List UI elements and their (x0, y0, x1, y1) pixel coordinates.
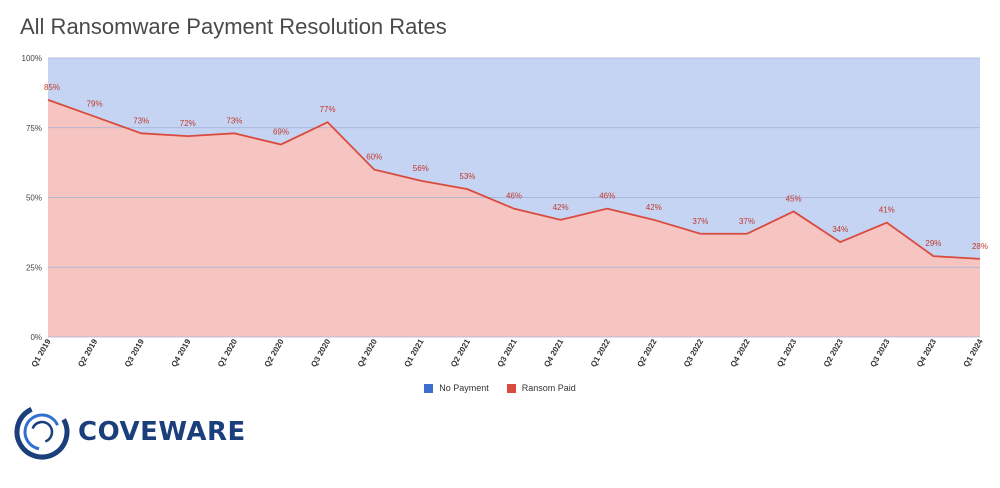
x-tick-label: Q3 2020 (309, 337, 332, 369)
gridlines (48, 57, 980, 338)
x-tick-label: Q4 2021 (542, 337, 565, 369)
data-label: 69% (273, 127, 289, 136)
legend-item-no-payment: No Payment (424, 383, 489, 393)
x-tick-label: Q4 2023 (915, 337, 938, 369)
x-tick-label: Q3 2023 (868, 337, 891, 369)
x-tick-label: Q2 2019 (76, 337, 99, 369)
data-label: 46% (506, 192, 522, 201)
data-label: 45% (786, 194, 802, 203)
coveware-ring-icon (14, 404, 70, 460)
data-label: 53% (459, 172, 475, 181)
data-label: 73% (226, 116, 242, 125)
y-tick-label: 100% (22, 54, 42, 63)
legend: No Payment Ransom Paid (0, 383, 1000, 393)
data-label: 56% (413, 164, 429, 173)
y-tick-label: 0% (30, 333, 42, 342)
area-chart: 85% 79% 73% 72% 73% 69% 77% 60% 56% 53% 46% 42% 46% 4… (22, 54, 988, 369)
legend-label-ransom-paid: Ransom Paid (521, 383, 576, 393)
x-tick-label: Q4 2019 (169, 337, 192, 369)
data-label: 42% (646, 203, 662, 212)
x-tick-label: Q2 2023 (822, 337, 845, 369)
x-tick-label: Q4 2020 (356, 337, 379, 369)
x-tick-label: Q2 2020 (263, 337, 286, 369)
x-tick-label: Q1 2024 (962, 337, 985, 369)
legend-swatch-no-payment (424, 383, 434, 393)
legend-item-ransom-paid: Ransom Paid (506, 383, 576, 393)
data-label: 73% (133, 116, 149, 125)
y-tick-label: 50% (26, 194, 42, 203)
chart-title: All Ransomware Payment Resolution Rates (20, 14, 447, 39)
x-tick-label: Q1 2021 (402, 337, 425, 369)
data-label: 34% (832, 225, 848, 234)
data-label: 46% (599, 192, 615, 201)
x-tick-label: Q3 2019 (123, 337, 146, 369)
data-label: 41% (879, 206, 895, 215)
x-tick-label: Q3 2021 (496, 337, 519, 369)
data-label: 72% (180, 119, 196, 128)
x-tick-label: Q1 2020 (216, 337, 239, 369)
ransom-paid-line (47, 99, 981, 260)
data-label: 37% (692, 217, 708, 226)
legend-label-no-payment: No Payment (439, 383, 489, 393)
y-tick-label: 75% (26, 124, 42, 133)
coveware-logo: COVEWARE (14, 404, 246, 460)
y-axis-ticks: 0% 25% 50% 75% 100% (22, 54, 42, 342)
x-axis-ticks: Q1 2019 Q2 2019 Q3 2019 Q4 2019 Q1 2020 Q2 20… (30, 337, 985, 369)
y-tick-label: 25% (26, 263, 42, 272)
data-label: 29% (925, 239, 941, 248)
x-tick-label: Q4 2022 (729, 337, 752, 369)
data-label: 60% (366, 153, 382, 162)
x-tick-label: Q2 2021 (449, 337, 472, 369)
logo-text: COVEWARE (78, 417, 246, 447)
x-tick-label: Q3 2022 (682, 337, 705, 369)
x-tick-label: Q1 2023 (775, 337, 798, 369)
data-label: 77% (320, 105, 336, 114)
data-label: 42% (553, 203, 569, 212)
x-tick-label: Q1 2022 (589, 337, 612, 369)
data-label: 79% (87, 100, 103, 109)
data-label: 85% (44, 83, 60, 92)
data-labels: 85% 79% 73% 72% 73% 69% 77% 60% 56% 53% 46% 42% 46% 4… (44, 83, 988, 251)
x-tick-label: Q2 2022 (635, 337, 658, 369)
data-label: 28% (972, 242, 988, 251)
legend-swatch-ransom-paid (506, 383, 516, 393)
data-label: 37% (739, 217, 755, 226)
ransom-paid-area (48, 99, 980, 337)
